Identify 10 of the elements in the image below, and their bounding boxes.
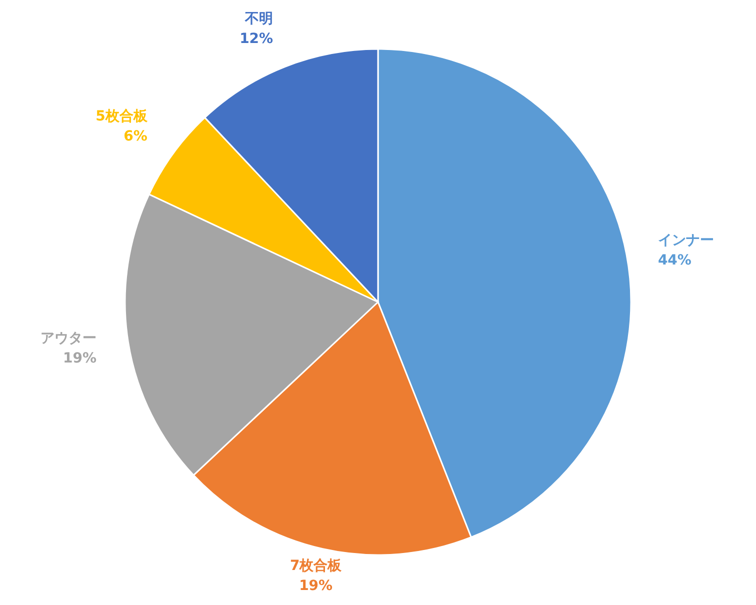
data-label: 19%	[62, 350, 97, 367]
slice-label: 7枚合板	[290, 558, 343, 574]
slice-label: 5枚合板	[96, 108, 148, 124]
data-label: 19%	[299, 578, 333, 594]
data-label: 44%	[658, 252, 692, 269]
slice-label: 不明	[244, 11, 274, 28]
data-label: 12%	[240, 31, 274, 48]
slice-label: アウター	[40, 330, 97, 347]
data-label: 6%	[124, 128, 148, 144]
slice-label: インナー	[658, 232, 714, 249]
